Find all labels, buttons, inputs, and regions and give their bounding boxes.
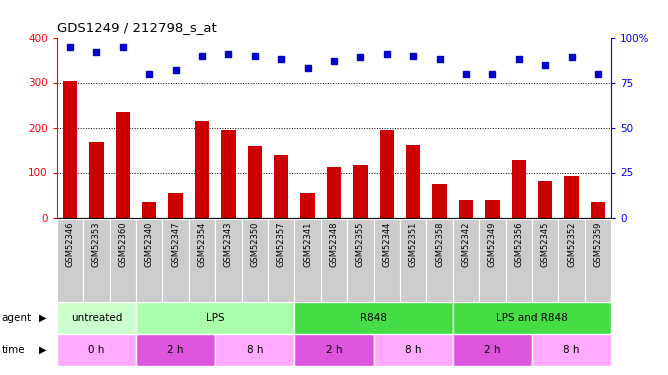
Text: LPS: LPS [206,313,224,323]
Bar [84,219,110,302]
Text: GSM52351: GSM52351 [409,222,418,267]
Bar [426,219,453,302]
Bar [485,200,500,217]
Text: GSM52340: GSM52340 [145,222,154,267]
Bar [373,334,453,366]
Bar [564,176,579,218]
Text: agent: agent [1,313,31,323]
Bar [532,219,558,302]
Bar [400,219,426,302]
Text: 8 h: 8 h [563,345,580,355]
Bar [110,219,136,302]
Bar [295,219,321,302]
Text: GSM52348: GSM52348 [329,222,339,267]
Bar [162,219,189,302]
Bar [459,200,473,217]
Text: GSM52357: GSM52357 [277,222,286,267]
Bar [591,202,605,217]
Bar [453,302,611,334]
Bar [479,219,506,302]
Bar [347,219,373,302]
Text: R848: R848 [360,313,387,323]
Bar [321,219,347,302]
Text: GSM52344: GSM52344 [382,222,391,267]
Text: untreated: untreated [71,313,122,323]
Text: 2 h: 2 h [484,345,500,355]
Bar [274,154,289,218]
Text: GSM52358: GSM52358 [435,222,444,267]
Bar [558,219,584,302]
Bar [89,142,104,218]
Text: 0 h: 0 h [88,345,105,355]
Text: ▶: ▶ [39,345,46,355]
Bar [353,165,367,218]
Bar [295,334,373,366]
Bar [506,219,532,302]
Bar [242,219,268,302]
Bar [379,130,394,218]
Text: LPS and R848: LPS and R848 [496,313,568,323]
Text: GSM52356: GSM52356 [514,222,523,267]
Text: GDS1249 / 212798_s_at: GDS1249 / 212798_s_at [57,21,216,34]
Text: GSM52347: GSM52347 [171,222,180,267]
Bar [327,167,341,217]
Text: GSM52349: GSM52349 [488,222,497,267]
Text: GSM52346: GSM52346 [65,222,74,267]
Bar [248,146,262,218]
Text: GSM52360: GSM52360 [118,222,128,267]
Text: 2 h: 2 h [168,345,184,355]
Text: GSM52353: GSM52353 [92,222,101,267]
Text: GSM52352: GSM52352 [567,222,576,267]
Bar [136,334,215,366]
Bar [142,202,156,217]
Bar [136,302,295,334]
Text: GSM52355: GSM52355 [356,222,365,267]
Bar [195,121,209,218]
Bar [215,219,242,302]
Text: 8 h: 8 h [405,345,422,355]
Bar [538,181,552,218]
Bar [221,130,236,218]
Bar [57,302,136,334]
Bar [301,193,315,217]
Bar [532,334,611,366]
Bar [406,145,420,218]
Text: GSM52350: GSM52350 [250,222,259,267]
Text: ▶: ▶ [39,313,46,323]
Bar [116,112,130,218]
Bar [57,219,84,302]
Bar [453,334,532,366]
Bar [189,219,215,302]
Bar [512,160,526,218]
Text: time: time [1,345,25,355]
Bar [432,184,447,218]
Text: GSM52341: GSM52341 [303,222,312,267]
Text: GSM52354: GSM52354 [198,222,206,267]
Text: 2 h: 2 h [326,345,342,355]
Text: GSM52342: GSM52342 [462,222,470,267]
Bar [136,219,162,302]
Bar [168,193,183,217]
Text: GSM52343: GSM52343 [224,222,233,267]
Bar [268,219,295,302]
Text: GSM52359: GSM52359 [594,222,603,267]
Bar [215,334,295,366]
Bar [63,81,77,218]
Bar [453,219,479,302]
Text: 8 h: 8 h [246,345,263,355]
Bar [295,302,453,334]
Bar [57,334,136,366]
Bar [584,219,611,302]
Bar [373,219,400,302]
Text: GSM52345: GSM52345 [540,222,550,267]
